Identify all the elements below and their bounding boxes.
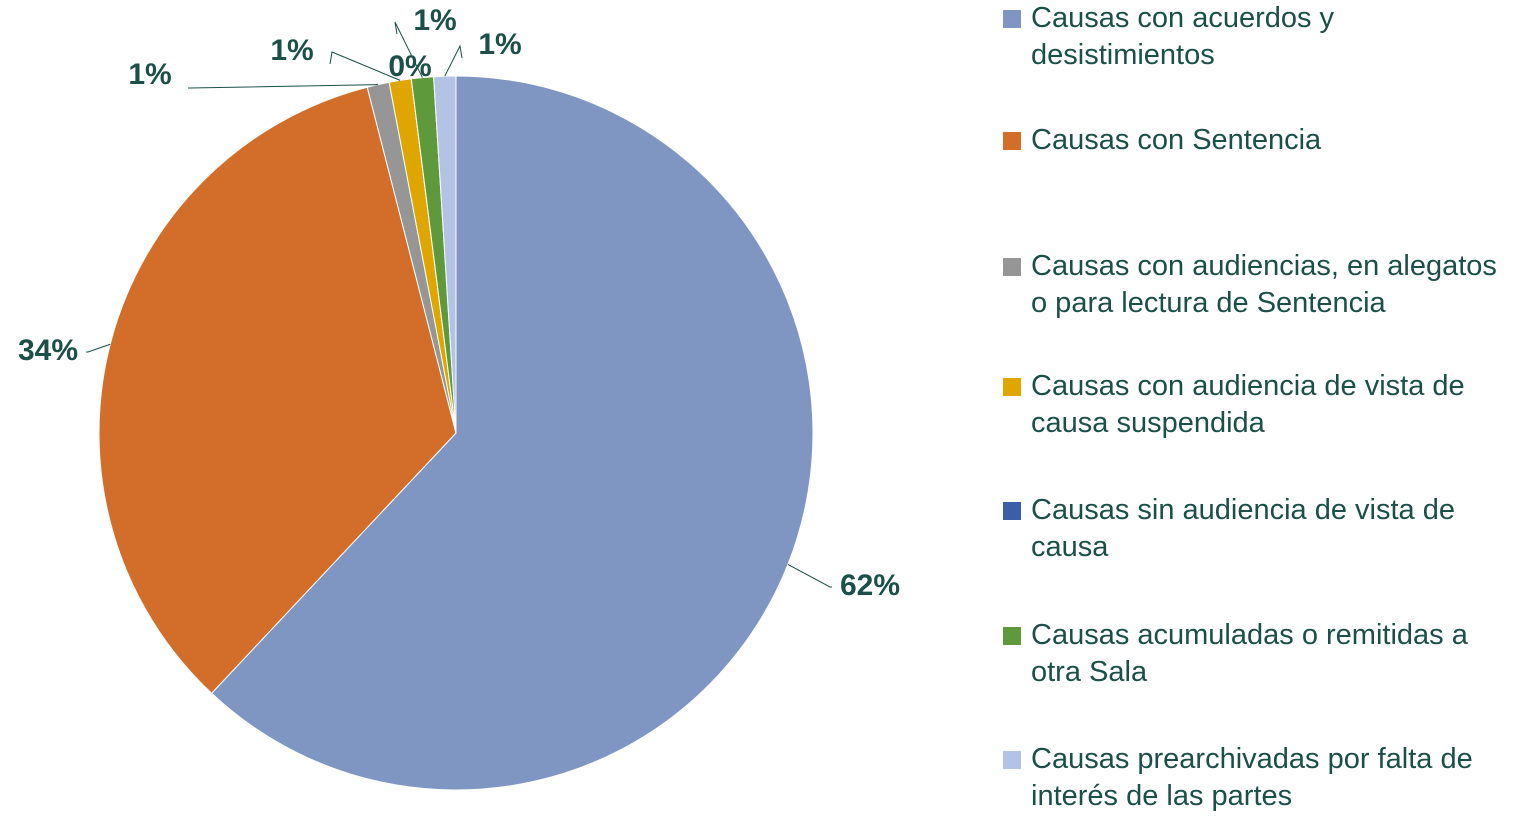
legend-entry: Causas con audiencia de vista de causa s… <box>1003 368 1503 442</box>
legend-swatch <box>1003 378 1021 396</box>
legend-label: Causas con acuerdos y desistimientos <box>1031 2 1335 71</box>
leader-line <box>188 84 379 89</box>
legend-swatch <box>1003 502 1021 520</box>
legend-entry: Causas prearchivadas por falta de interé… <box>1003 741 1503 815</box>
legend-entry: Causas con Sentencia <box>1003 122 1503 159</box>
leader-line <box>444 44 463 77</box>
value-label: 62% <box>840 569 900 602</box>
leader-line <box>86 343 111 353</box>
value-label: 1% <box>413 4 456 37</box>
value-label: 1% <box>270 34 313 67</box>
pie-slice <box>98 86 457 694</box>
legend-entry: Causas acumuladas o remitidas a otra Sal… <box>1003 617 1503 691</box>
legend-label: Causas prearchivadas por falta de interé… <box>1031 743 1473 812</box>
value-label: 34% <box>18 334 78 367</box>
legend-swatch <box>1003 132 1021 150</box>
legend-swatch <box>1003 10 1021 28</box>
legend-label: Causas con Sentencia <box>1031 124 1322 156</box>
legend-label: Causas sin audiencia de vista de causa <box>1031 494 1455 563</box>
pie-slice <box>210 75 814 791</box>
legend-entry: Causas con audiencias, en alegatos o par… <box>1003 248 1503 322</box>
value-label: 1% <box>128 58 171 91</box>
leader-line <box>394 21 423 78</box>
legend-entry: Causas con acuerdos y desistimientos <box>1003 0 1503 74</box>
legend-entry: Causas sin audiencia de vista de causa <box>1003 492 1503 566</box>
legend-label: Causas con audiencia de vista de causa s… <box>1031 370 1465 439</box>
pie-area: 62%34%1%1% 0%1%1% <box>18 4 900 791</box>
leader-line <box>787 563 832 588</box>
value-label: 1% <box>478 28 521 61</box>
leader-line <box>329 51 401 81</box>
legend-swatch <box>1003 258 1021 276</box>
legend-label: Causas con audiencias, en alegatos o par… <box>1031 250 1497 319</box>
legend-swatch <box>1003 627 1021 645</box>
legend-label: Causas acumuladas o remitidas a otra Sal… <box>1031 619 1468 688</box>
legend-swatch <box>1003 751 1021 769</box>
